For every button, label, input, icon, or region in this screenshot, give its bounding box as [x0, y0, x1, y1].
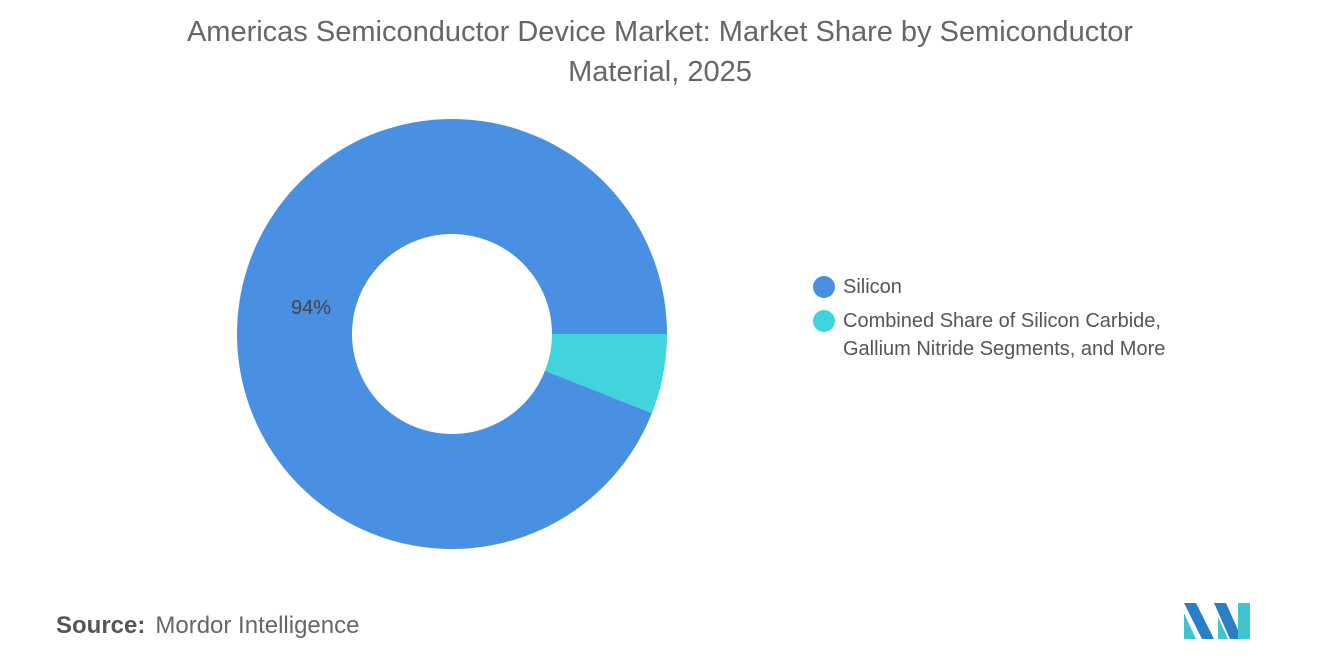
legend-label: Combined Share of Silicon Carbide,: [843, 310, 1161, 332]
title-line-2: Material, 2025: [568, 56, 752, 88]
legend-swatch: [813, 310, 835, 332]
logo-shape: [1214, 603, 1242, 639]
logo-shape: [1184, 603, 1214, 639]
logo-shape: [1218, 617, 1228, 639]
slice-silicon: [237, 118, 668, 549]
legend-item-silicon: Silicon: [813, 273, 1165, 301]
legend-item-other: Combined Share of Silicon Carbide, Galliu…: [813, 307, 1165, 363]
legend-swatch: [813, 276, 835, 298]
legend-label: Gallium Nitride Segments, and More: [843, 338, 1166, 360]
logo-shape: [1184, 613, 1196, 639]
data-label-silicon: 94%: [291, 297, 331, 319]
title-line-1: Americas Semiconductor Device Market: Ma…: [186, 16, 1134, 48]
legend: Silicon Combined Share of Silicon Carbid…: [813, 273, 1165, 369]
source-value: Mordor Intelligence: [155, 612, 360, 639]
logo-shape: [1238, 603, 1250, 639]
legend-label: Silicon: [843, 276, 902, 298]
mordor-logo: [1184, 603, 1250, 639]
source-label: Source:: [56, 612, 146, 639]
source: Source: Mordor Intelligence: [56, 612, 359, 640]
slice-other: [544, 334, 667, 414]
chart-title: Americas Semiconductor Device Market: Ma…: [0, 12, 1320, 92]
